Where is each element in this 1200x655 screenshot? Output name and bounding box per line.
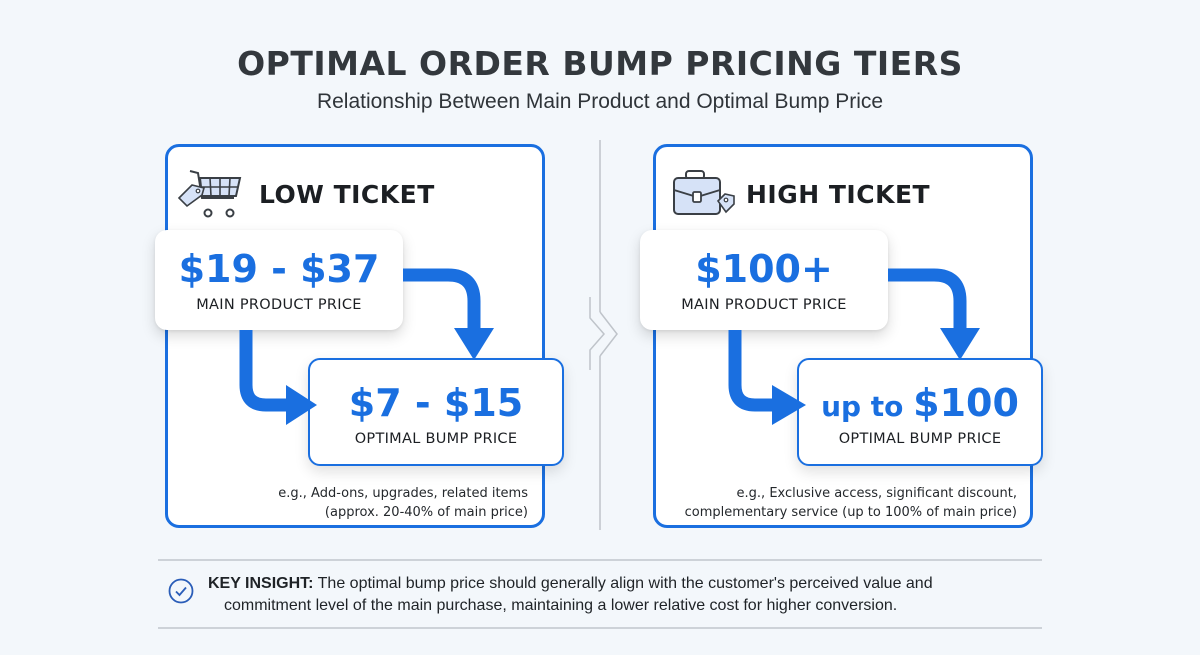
page-title: OPTIMAL ORDER BUMP PRICING TIERS bbox=[237, 44, 963, 83]
high-ticket-heading: HIGH TICKET bbox=[746, 180, 931, 209]
low-bump-price: $7 - $15 bbox=[348, 381, 524, 425]
low-main-price-card: $19 - $37 MAIN PRODUCT PRICE bbox=[155, 230, 403, 330]
high-main-price-card: $100+ MAIN PRODUCT PRICE bbox=[640, 230, 888, 330]
low-bump-price-label: OPTIMAL BUMP PRICE bbox=[354, 431, 518, 447]
low-main-price-label: MAIN PRODUCT PRICE bbox=[196, 297, 362, 313]
check-circle-icon bbox=[168, 578, 194, 604]
key-insight-label: KEY INSIGHT: bbox=[208, 575, 314, 592]
insight-top-divider bbox=[158, 559, 1042, 561]
high-bump-price: $100 bbox=[913, 381, 1019, 425]
high-bump-price-prefix: up to bbox=[821, 390, 914, 423]
high-bump-price-card: up to $100 OPTIMAL BUMP PRICE bbox=[797, 358, 1043, 466]
low-bump-price-card: $7 - $15 OPTIMAL BUMP PRICE bbox=[308, 358, 564, 466]
page-subtitle: Relationship Between Main Product and Op… bbox=[316, 90, 884, 113]
key-insight-text: KEY INSIGHT: The optimal bump price shou… bbox=[208, 575, 933, 614]
low-main-price: $19 - $37 bbox=[178, 247, 380, 291]
panel-divider-chevron bbox=[589, 140, 618, 530]
briefcase-with-tag-icon bbox=[673, 170, 735, 215]
high-bump-price-label: OPTIMAL BUMP PRICE bbox=[838, 431, 1002, 447]
insight-bottom-divider bbox=[158, 627, 1042, 629]
high-ticket-note: e.g., Exclusive access, significant disc… bbox=[684, 486, 1017, 520]
low-ticket-heading: LOW TICKET bbox=[259, 180, 435, 209]
high-main-price-label: MAIN PRODUCT PRICE bbox=[681, 297, 847, 313]
low-ticket-note: e.g., Add-ons, upgrades, related items (… bbox=[278, 486, 528, 520]
high-main-price: $100+ bbox=[695, 247, 833, 291]
shopping-cart-with-tag-icon bbox=[177, 170, 242, 218]
